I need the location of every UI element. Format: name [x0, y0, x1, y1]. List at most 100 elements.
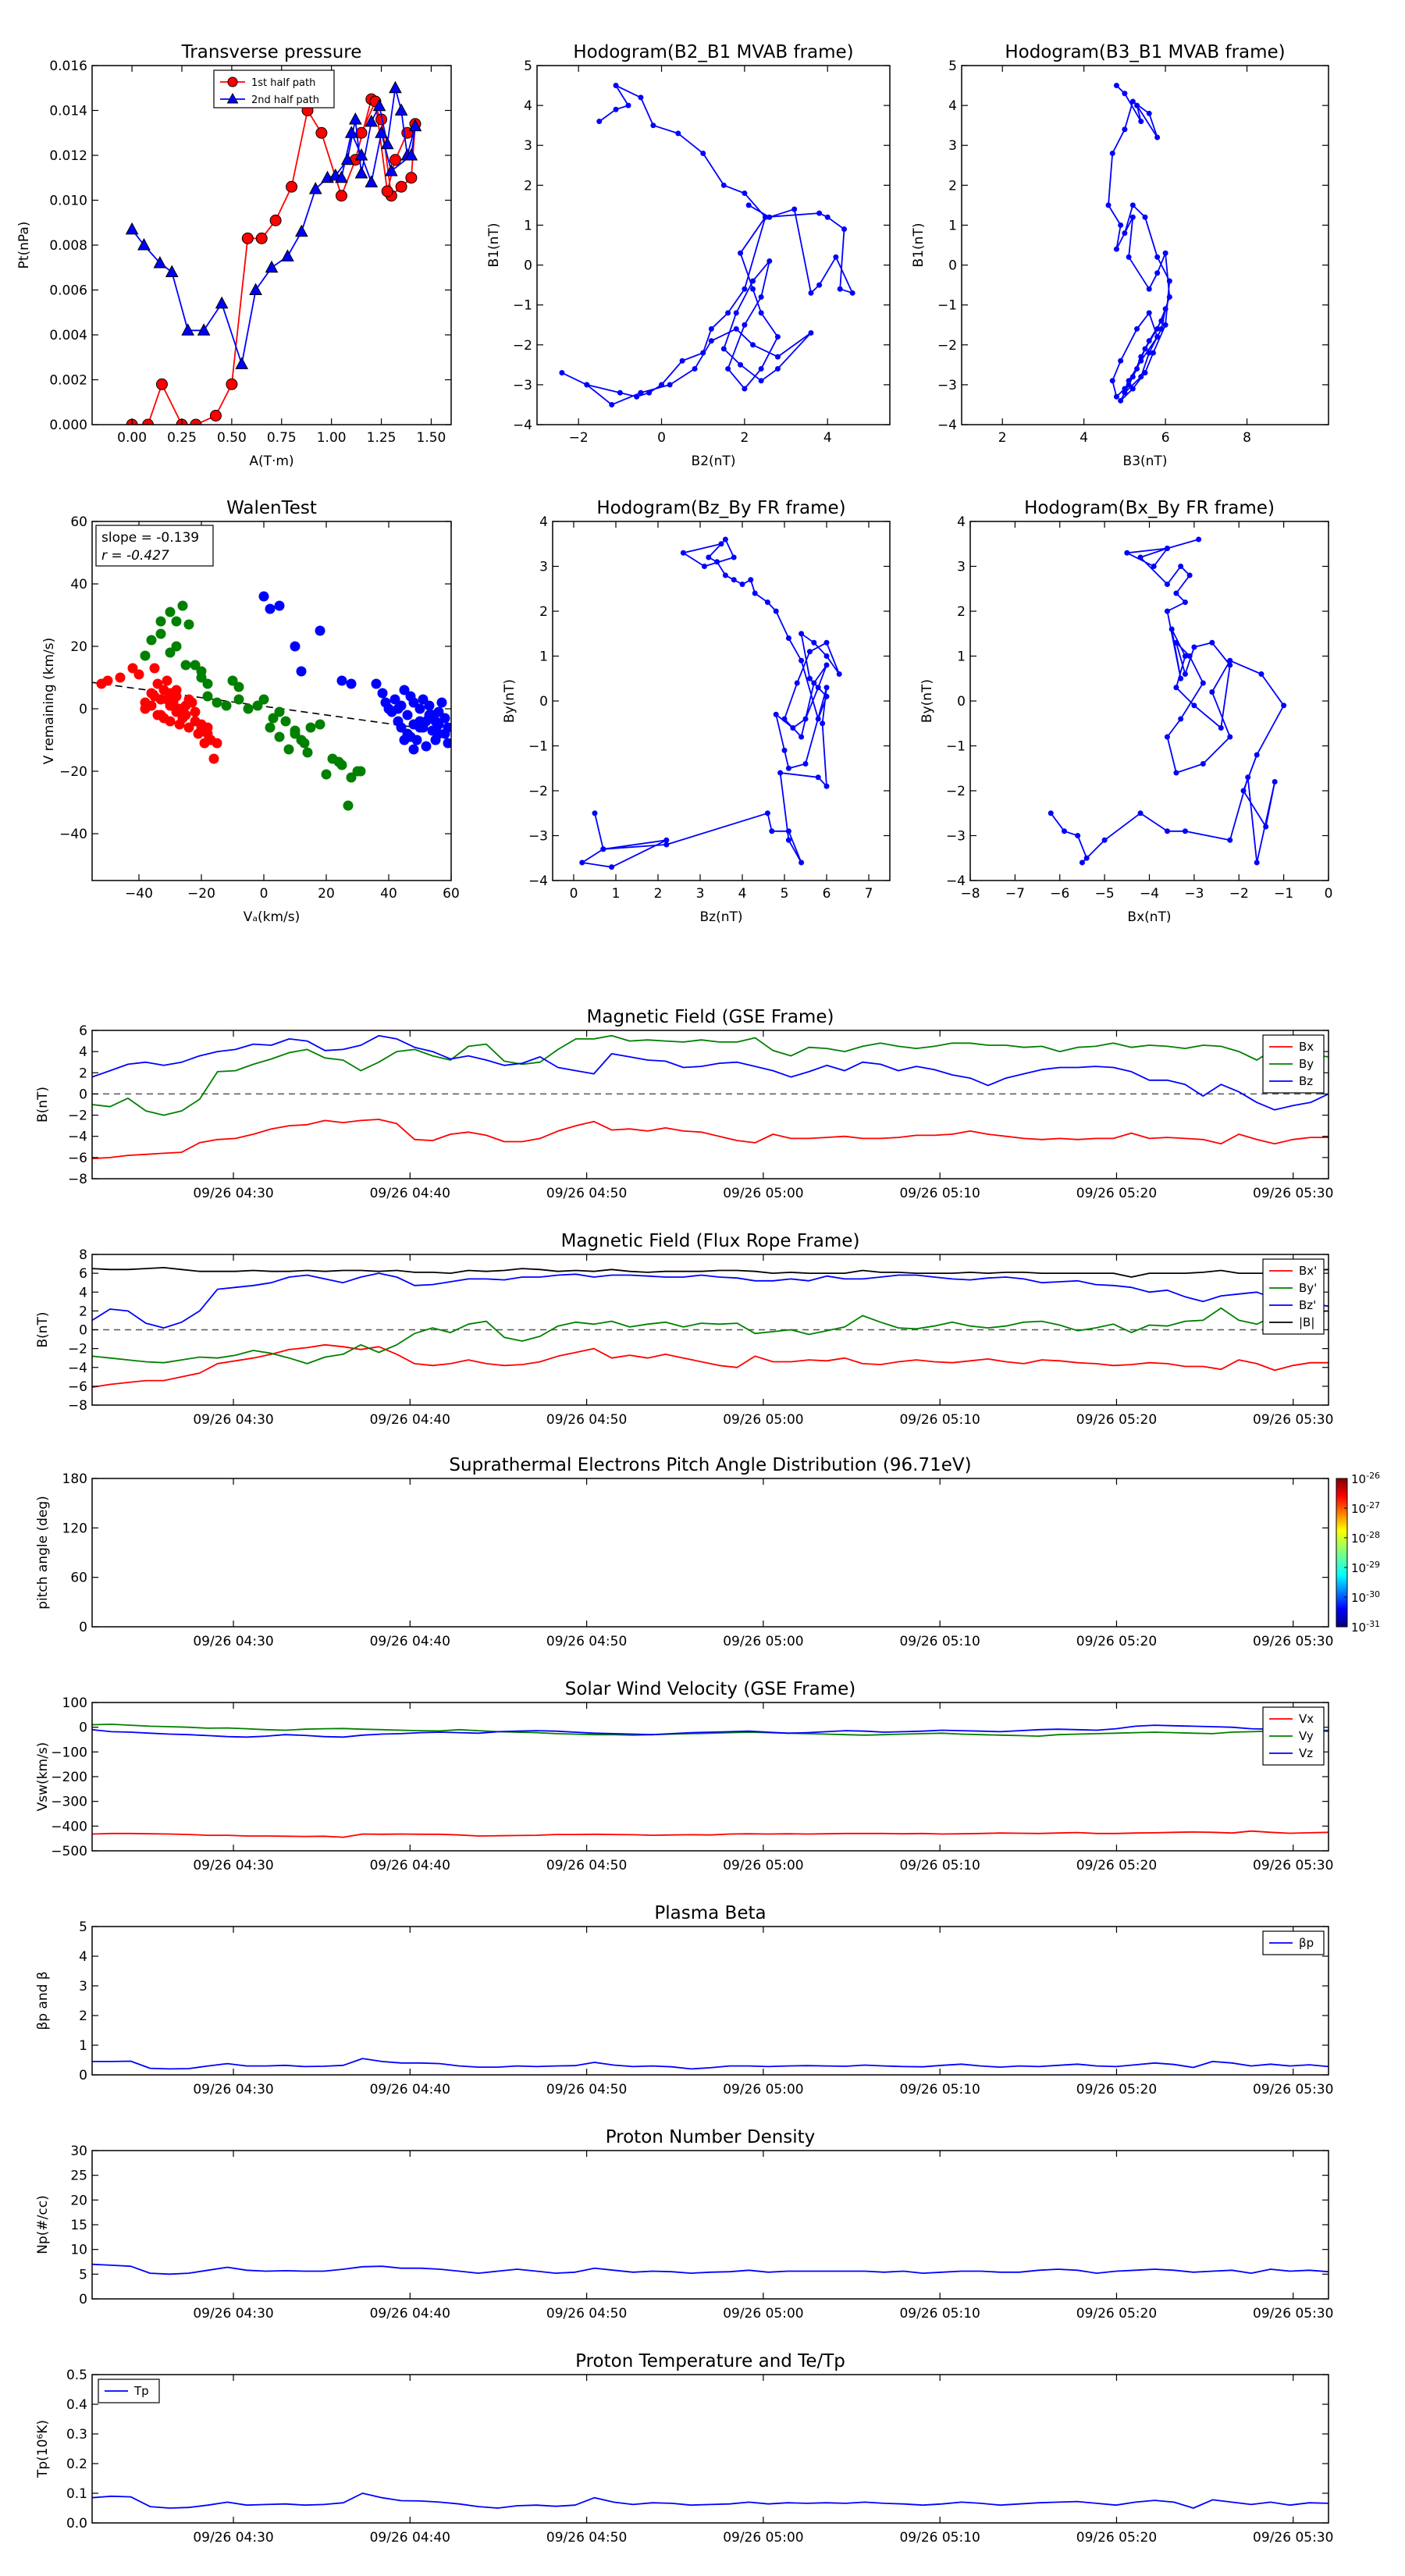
h4-point: [1200, 761, 1206, 767]
tp-point: [153, 255, 167, 269]
walen-point: [177, 600, 188, 611]
h4-point: [1191, 703, 1197, 709]
tp-point: [308, 182, 322, 194]
walen-point: [371, 678, 382, 689]
bfr-legend-label: Bz': [1299, 1298, 1316, 1312]
h4-point: [1124, 550, 1130, 556]
pad-ytick-label: 60: [70, 1571, 87, 1586]
h4-ytick-label: −3: [946, 829, 966, 845]
h4-xtick-label: −5: [1095, 886, 1115, 902]
np-title: Proton Number Density: [606, 2127, 816, 2147]
pad-xtick-label: 09/26 04:30: [193, 1634, 273, 1649]
beta-legend: βp: [1262, 1930, 1325, 1955]
np-ytick-label: 0: [79, 2292, 87, 2307]
tp-ytick-label: 0.006: [49, 283, 87, 299]
h4-point: [1173, 770, 1179, 776]
h2-point: [1162, 306, 1168, 312]
h4-point: [1227, 734, 1233, 740]
h1-point: [791, 206, 798, 212]
h1-point: [816, 282, 823, 288]
bfr-xtick-label: 09/26 04:30: [193, 1412, 273, 1428]
h1-frame: [536, 65, 891, 425]
tp-legend: 1st half path 2nd half path: [213, 69, 335, 109]
h2-xtick-label: 4: [1080, 430, 1088, 446]
h1-ytick-label: −2: [513, 338, 532, 354]
walen-point: [408, 744, 419, 755]
h1-point: [758, 378, 764, 384]
bfr-ytick-label: 8: [79, 1247, 87, 1263]
pad-ytick-label: 0: [79, 1620, 87, 1635]
h2-point: [1146, 338, 1152, 344]
tp-point: [408, 119, 422, 132]
walen-point: [355, 766, 366, 777]
h1-point: [692, 365, 698, 372]
h2-point: [1146, 350, 1152, 356]
walen-point: [155, 628, 166, 639]
h2-point: [1134, 102, 1140, 109]
beta-xtick-label: 09/26 04:40: [370, 2082, 450, 2097]
walen-point: [212, 738, 222, 749]
tp-xtick-label: 1.00: [317, 430, 347, 446]
h3-point: [663, 837, 670, 843]
h1-point: [767, 214, 773, 220]
h4-ytick-label: 1: [957, 649, 966, 665]
vsw-xtick-label: 09/26 04:30: [193, 1858, 273, 1873]
tpr-title: Proton Temperature and Te/Tp: [575, 2351, 845, 2371]
tp-point: [380, 137, 394, 150]
h3-xtick-label: 5: [781, 886, 789, 902]
h2-point: [1118, 397, 1124, 404]
walen-point: [183, 619, 194, 630]
vsw-legend-label: Vx: [1299, 1712, 1314, 1726]
h2-ytick-label: 1: [948, 218, 957, 233]
h2-point: [1109, 378, 1115, 384]
tp-point: [215, 296, 229, 309]
vsw-series-vx-line: [92, 1830, 1329, 1838]
h3-xtick-label: 6: [823, 886, 831, 902]
h4-xtick-label: −8: [960, 886, 980, 902]
h3-point: [764, 600, 770, 605]
h4-point: [1075, 833, 1081, 838]
walen-point: [155, 616, 166, 627]
tpr-ytick-label: 0.2: [66, 2457, 87, 2472]
h4-point: [1061, 828, 1067, 834]
h2-xtick-label: 2: [998, 430, 1007, 446]
walen-annotation: slope = -0.139 r = -0.427: [95, 525, 214, 567]
walen-point: [190, 706, 201, 717]
tp-point: [265, 260, 279, 273]
h3-point: [731, 577, 737, 583]
tpr-legend: Tp: [98, 2379, 160, 2403]
h1-point: [679, 358, 685, 364]
tp-point: [142, 418, 155, 425]
h3-ytick-label: 4: [539, 514, 548, 530]
h1-point: [733, 326, 739, 332]
walen-point: [265, 603, 276, 614]
bgse-series-by-line: [92, 1034, 1329, 1116]
h1-xlabel: B2(nT): [692, 454, 736, 469]
h4-ytick-label: 2: [957, 604, 966, 620]
walen-annotation-box: [95, 525, 214, 567]
pad-panel: Suprathermal Electrons Pitch Angle Distr…: [35, 1455, 1380, 1649]
walen-ytick-label: 0: [79, 702, 87, 717]
bgse-ytick-label: 4: [79, 1044, 87, 1060]
h1-point: [774, 365, 781, 372]
walen-point: [208, 753, 219, 764]
h1-point: [708, 326, 714, 332]
pad-xtick-label: 09/26 05:10: [899, 1634, 980, 1649]
bgse-xtick-label: 09/26 05:00: [723, 1186, 803, 1201]
h4-point: [1263, 824, 1269, 830]
tpr-frame: [91, 2374, 1329, 2524]
beta-ytick-label: 0: [79, 2068, 87, 2083]
bfr-xtick-label: 09/26 05:20: [1076, 1412, 1157, 1428]
walen-point: [162, 675, 173, 686]
vsw-frame: [91, 1702, 1329, 1852]
h4-point: [1258, 671, 1264, 677]
beta-plot-area: [92, 2058, 1329, 2070]
bgse-ytick-label: 2: [79, 1066, 87, 1081]
beta-ylabel: βp and β: [35, 1971, 51, 2030]
h2-panel: Hodogram(B3_B1 MVAB frame) −4 −3 −2 −1 0 1 2 3 4 5…: [911, 42, 1329, 469]
tp-point: [405, 172, 418, 184]
h2-point: [1142, 346, 1148, 352]
h3-point: [781, 747, 788, 753]
bfr-plot-area: [92, 1267, 1329, 1388]
h4-point: [1173, 590, 1179, 596]
